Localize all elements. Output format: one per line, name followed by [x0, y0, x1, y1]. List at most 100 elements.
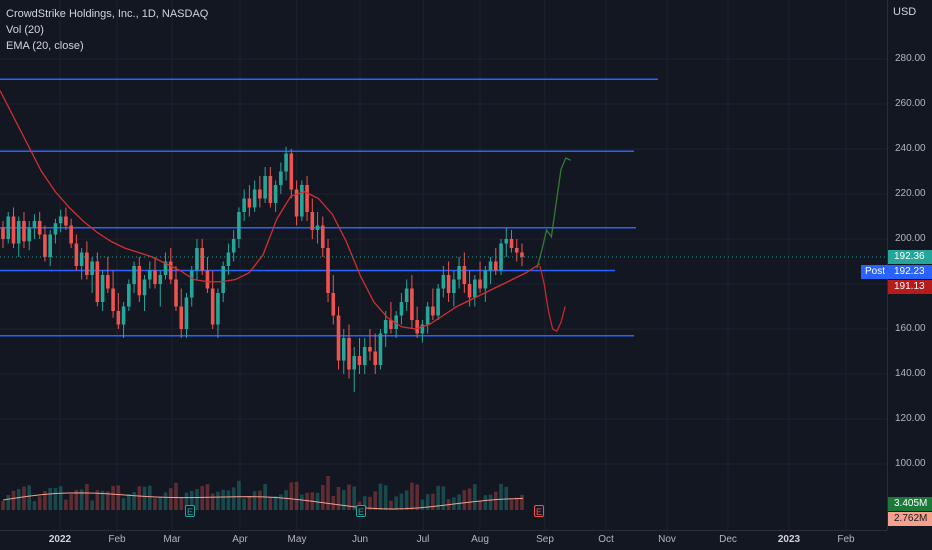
volume-bar: [221, 489, 225, 510]
symbol-title[interactable]: CrowdStrike Holdings, Inc., 1D, NASDAQ: [6, 8, 209, 20]
volume-bar: [509, 499, 514, 510]
candle-body: [242, 198, 246, 212]
volume-bar: [457, 494, 461, 510]
candle-body: [320, 225, 325, 248]
earnings-marker[interactable]: E: [534, 505, 544, 517]
earnings-marker[interactable]: E: [356, 505, 366, 517]
ema-indicator-label[interactable]: EMA (20, close): [6, 40, 84, 52]
volume-bar: [410, 482, 414, 510]
candle-body: [106, 275, 110, 289]
price-tick: 260.00: [895, 98, 926, 109]
volume-bar: [389, 500, 393, 510]
time-tick: Jun: [351, 534, 369, 545]
candle-body: [64, 216, 68, 226]
candle-body: [37, 221, 42, 235]
time-tick: Apr: [232, 534, 248, 545]
candle-body: [336, 315, 341, 361]
time-tick: 2023: [777, 534, 801, 545]
candle-body: [462, 266, 467, 284]
candle-body: [200, 248, 205, 271]
candle-body: [467, 284, 472, 298]
volume-bar: [347, 484, 351, 510]
volume-bar: [478, 500, 482, 510]
volume-bar: [341, 490, 346, 510]
volume-bar: [368, 496, 372, 510]
candle-body: [284, 153, 288, 172]
volume-bar: [399, 493, 404, 510]
time-tick: Sep: [536, 534, 554, 545]
candle-body: [268, 176, 273, 203]
candle-body: [163, 261, 168, 275]
candle-body: [394, 315, 398, 329]
candle-body: [137, 266, 142, 296]
candle-body: [263, 176, 267, 199]
candle-body: [174, 279, 178, 307]
candle-body: [357, 356, 362, 365]
volume-bar: [268, 496, 273, 510]
volume-bar: [258, 490, 262, 510]
volume-bar: [467, 488, 472, 510]
candle-body: [420, 324, 425, 334]
candle-body: [509, 239, 514, 248]
candle-body: [221, 266, 225, 293]
price-tick: 280.00: [895, 53, 926, 64]
candle-body: [273, 185, 278, 203]
volume-bar: [231, 487, 236, 510]
ema-value-badge: 191.13: [888, 280, 932, 294]
volume-bar: [473, 484, 477, 510]
volume-bar: [85, 484, 89, 510]
candle-body: [341, 338, 346, 361]
time-axis[interactable]: [0, 530, 887, 550]
volume-bar: [289, 482, 294, 510]
candle-body: [483, 270, 488, 289]
volume-bar: [158, 496, 163, 510]
earnings-marker[interactable]: E: [185, 505, 195, 517]
candle-body: [16, 221, 21, 244]
volume-bar: [336, 487, 341, 510]
volume-bar: [168, 488, 173, 510]
volume-bar: [153, 498, 157, 510]
price-tick: 240.00: [895, 143, 926, 154]
horizontal-levels[interactable]: [0, 78, 658, 337]
price-tick: 220.00: [895, 188, 926, 199]
volume-bar: [74, 490, 79, 510]
candle-body: [499, 243, 503, 271]
price-chart[interactable]: [0, 0, 887, 530]
candle-body: [441, 275, 446, 289]
volume-bar: [279, 494, 283, 510]
forecast-up-path[interactable]: [536, 157, 571, 269]
volume-bar: [121, 498, 126, 510]
candle-body: [368, 347, 372, 352]
volume-indicator-label[interactable]: Vol (20): [6, 24, 44, 36]
candle-body: [111, 288, 115, 311]
candle-body: [410, 288, 414, 320]
volume-bar: [64, 499, 68, 510]
volume-bar: [273, 496, 278, 510]
price-tick: 200.00: [895, 233, 926, 244]
candle-body: [446, 275, 451, 293]
candle-body: [488, 261, 493, 271]
volume-bar: [252, 491, 257, 510]
candle-body: [95, 261, 100, 302]
candle-body: [347, 338, 351, 370]
candle-body: [147, 270, 152, 280]
candle-body: [436, 288, 440, 316]
volume-bar: [27, 485, 32, 510]
candle-body: [69, 225, 73, 244]
time-tick: 2022: [48, 534, 72, 545]
forecast-down-path[interactable]: [539, 265, 566, 333]
volume-bar: [163, 492, 168, 510]
volume-bar: [11, 490, 16, 510]
candle-body: [247, 198, 252, 208]
time-tick: Dec: [719, 534, 737, 545]
volume-bar: [305, 492, 309, 510]
candle-body: [431, 306, 435, 316]
volume-bar: [216, 491, 220, 510]
volume-bar: [483, 495, 488, 510]
volume-bar: [132, 492, 136, 510]
time-tick: Nov: [658, 534, 676, 545]
candle-body: [189, 270, 194, 298]
time-tick: May: [287, 534, 307, 545]
volume-bar: [137, 486, 142, 510]
volume-bar: [22, 486, 26, 510]
